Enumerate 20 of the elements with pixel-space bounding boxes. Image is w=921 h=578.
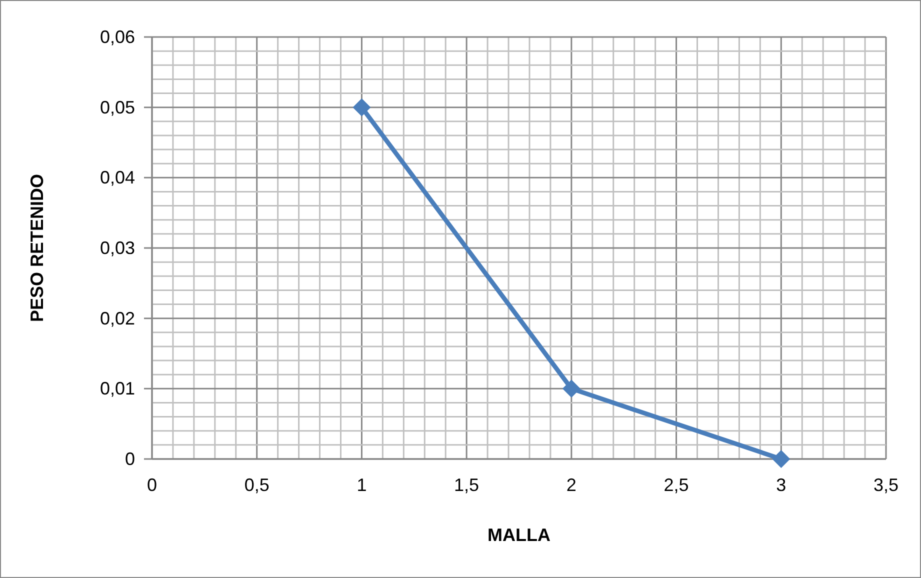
- y-tick-label: 0,03: [100, 238, 135, 258]
- x-tick-label: 0: [146, 475, 158, 495]
- x-tick-label: 3,5: [873, 475, 899, 495]
- y-tick-label: 0,06: [100, 27, 135, 47]
- x-axis-title: MALLA: [488, 525, 550, 545]
- x-tick-label: 1,5: [454, 475, 480, 495]
- point: [772, 450, 790, 468]
- x-tick-label: 3: [776, 475, 786, 495]
- x-tick-label: 2: [566, 475, 576, 495]
- x-tick-label: 0,5: [244, 475, 270, 495]
- y-tick-label: 0,04: [100, 168, 135, 188]
- y-tick-label: 0,01: [100, 378, 135, 399]
- y-tick-label: 0,02: [100, 308, 135, 328]
- y-axis-title: PESO RETENIDO: [27, 174, 47, 322]
- point: [352, 98, 371, 116]
- x-tick-label: 1: [356, 475, 367, 495]
- x-tick-label: 2,5: [664, 475, 689, 495]
- y-tick-label: 0: [124, 449, 135, 469]
- point: [562, 380, 580, 398]
- y-tick-label: 0,05: [100, 97, 135, 118]
